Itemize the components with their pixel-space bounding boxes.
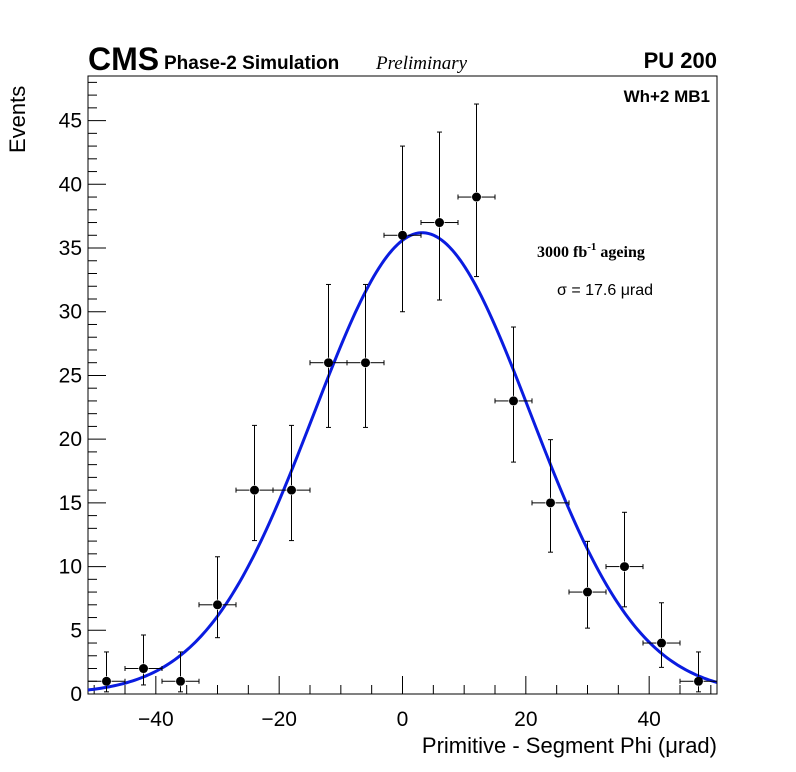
data-point — [198, 556, 237, 639]
data-marker — [324, 358, 333, 368]
data-points — [87, 103, 718, 693]
y-tick-label: 5 — [70, 619, 82, 642]
data-point — [642, 602, 681, 668]
lumi-suffix: ageing — [596, 244, 644, 261]
data-marker — [102, 676, 111, 686]
data-point — [309, 283, 348, 428]
lumi-value: 3000 fb — [537, 244, 587, 261]
y-tick-label: 35 — [59, 237, 82, 260]
data-marker — [620, 562, 629, 572]
data-point — [87, 651, 126, 693]
preliminary-label: Preliminary — [375, 53, 468, 74]
data-marker — [176, 676, 185, 686]
data-point — [457, 103, 496, 278]
data-marker — [583, 587, 592, 597]
y-tick-label: 30 — [59, 301, 82, 324]
x-tick-label: 40 — [637, 708, 660, 731]
station-label: Wh+2 MB1 — [624, 87, 710, 106]
lumi-label: 3000 fb-1 ageing — [537, 241, 645, 261]
data-marker — [398, 230, 407, 240]
data-point — [605, 511, 644, 608]
data-point — [679, 651, 718, 693]
y-tick-label: 20 — [59, 428, 82, 451]
data-marker — [657, 638, 666, 648]
x-tick-label: 0 — [397, 708, 409, 731]
y-tick-label: 15 — [59, 492, 82, 515]
data-marker — [361, 358, 370, 368]
lumi-exponent: -1 — [587, 241, 596, 253]
data-marker — [435, 218, 444, 228]
data-marker — [213, 600, 222, 610]
data-marker — [250, 485, 259, 495]
y-axis-title: Events — [5, 86, 30, 153]
sigma-label: σ = 17.6 μrad — [557, 282, 653, 299]
cms-label: CMS — [88, 41, 159, 77]
data-point — [494, 326, 533, 463]
data-point — [383, 145, 422, 313]
data-point — [568, 540, 607, 629]
data-marker — [509, 396, 518, 406]
data-marker — [139, 664, 148, 674]
pileup-label: PU 200 — [644, 48, 717, 73]
data-marker — [546, 498, 555, 508]
y-tick-label: 45 — [59, 110, 82, 133]
x-axis-title: Primitive - Segment Phi (μrad) — [422, 733, 717, 758]
data-point — [420, 131, 459, 301]
phase2-label: Phase-2 Simulation — [164, 53, 339, 74]
data-point — [161, 651, 200, 693]
data-marker — [472, 192, 481, 202]
data-point — [235, 424, 274, 542]
data-marker — [694, 676, 703, 686]
data-point — [346, 283, 385, 428]
data-point — [124, 634, 163, 686]
data-point — [531, 439, 570, 553]
data-point — [272, 424, 311, 542]
x-tick-label: −40 — [138, 708, 174, 731]
x-tick-label: −20 — [261, 708, 297, 731]
axes: 0 5 10 15 20 25 30 35 40 45 −40 −20 0 20 40 — [59, 81, 712, 731]
y-tick-label: 10 — [59, 556, 82, 579]
x-tick-label: 20 — [514, 708, 537, 731]
y-tick-label: 40 — [59, 173, 82, 196]
y-tick-label: 0 — [70, 683, 82, 706]
y-tick-label: 25 — [59, 364, 82, 387]
data-marker — [287, 485, 296, 495]
